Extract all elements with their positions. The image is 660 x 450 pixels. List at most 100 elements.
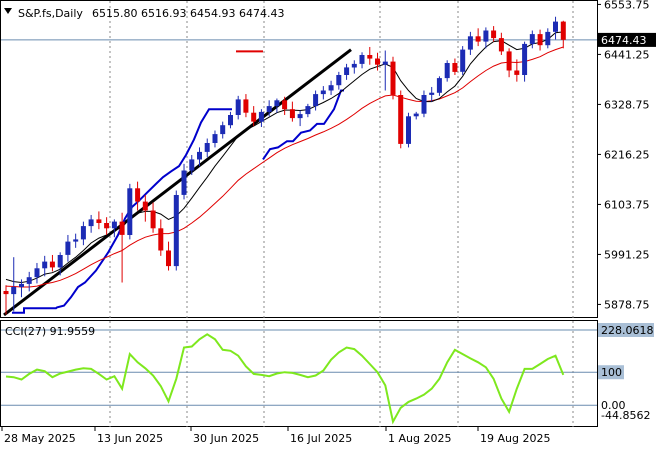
date-label: 1 Aug 2025	[388, 432, 451, 445]
price-tick-label: 5878.75	[604, 298, 650, 311]
trendline-segment	[3, 48, 352, 317]
candle-body	[189, 159, 195, 171]
price-tick-label: 6216.25	[604, 148, 650, 161]
candle-body	[150, 210, 156, 229]
candle-body	[553, 21, 558, 32]
candle-body	[49, 261, 55, 268]
candle-body	[104, 223, 110, 229]
candle-body	[382, 61, 388, 65]
candle-body	[537, 34, 543, 46]
candle-body	[359, 55, 365, 64]
price-tick-label: 5991.25	[604, 248, 650, 261]
current-price-badge: 6474.43	[598, 32, 656, 47]
cci-axis: 228.0618 100 0.00-44.8562	[598, 323, 654, 422]
candle-body	[421, 95, 427, 114]
candle-body	[73, 239, 79, 242]
candle-body	[398, 95, 404, 144]
cci-tick-label: 100	[601, 366, 622, 379]
price-tick-label: 6103.75	[604, 198, 650, 211]
candle-body	[34, 268, 40, 278]
candle-body	[266, 106, 272, 112]
candle-body	[19, 283, 24, 287]
candle-body	[297, 114, 303, 119]
candle-body	[344, 67, 350, 75]
candle-body	[88, 219, 94, 227]
candle-body	[11, 287, 17, 295]
cci-levels	[1, 329, 597, 406]
cci-line	[5, 333, 565, 425]
candle-body	[96, 219, 102, 223]
date-label: 13 Jun 2025	[97, 432, 163, 445]
candle-body	[560, 21, 566, 40]
candle-body	[166, 250, 171, 267]
candle-body	[406, 116, 411, 144]
cci-tick-label: -44.8562	[601, 409, 650, 422]
candle-body	[3, 291, 9, 295]
price-tick-label: 6553.75	[604, 0, 650, 11]
date-label: 30 Jun 2025	[193, 432, 259, 445]
candle-body	[367, 55, 373, 59]
candle-body	[467, 36, 473, 50]
candle-body	[251, 112, 257, 122]
candle-body	[506, 51, 512, 71]
date-label: 19 Aug 2025	[480, 432, 550, 445]
candle-body	[119, 221, 125, 235]
candle-body	[436, 78, 442, 93]
candle-body	[429, 92, 435, 95]
candle-body	[135, 188, 141, 202]
price-axis: 6553.75 6441.25 6328.75 6216.25 6103.75 5991.…	[597, 0, 650, 311]
candle-body	[498, 38, 504, 52]
candle-body	[351, 63, 357, 68]
candle-body	[491, 30, 497, 39]
price-tick-label: 6328.75	[604, 98, 650, 111]
slow-moving-average	[5, 46, 564, 288]
candle-body	[181, 170, 187, 195]
candle-body	[258, 111, 264, 122]
candle-body	[475, 36, 481, 42]
cci-tick-label: 228.0618	[601, 324, 654, 337]
candle-body	[305, 106, 311, 115]
candle-body	[111, 221, 117, 229]
date-label: 28 May 2025	[4, 432, 76, 445]
candle-body	[514, 70, 520, 75]
candle-body	[220, 125, 226, 135]
price-tick-label: 6441.25	[604, 48, 650, 61]
candle-body	[529, 34, 535, 44]
candle-body	[26, 277, 32, 284]
cci-level-badge	[598, 323, 654, 337]
slow-ma-line	[5, 46, 564, 288]
candle-body	[375, 58, 380, 65]
candle-body	[243, 99, 249, 113]
cci-label: CCI(27) 91.9559	[5, 325, 95, 338]
cci-level-badge	[598, 365, 624, 380]
candle-body	[204, 143, 210, 152]
candle-body	[320, 90, 326, 95]
cci-series	[5, 333, 565, 425]
candle-body	[158, 228, 164, 251]
candle-body	[274, 100, 280, 107]
trailing-stop-segment	[262, 89, 344, 160]
candle-body	[413, 113, 419, 117]
current-price-label: 6474.43	[601, 34, 647, 47]
candle-body	[313, 94, 319, 107]
candle-body	[65, 241, 71, 255]
date-label: 16 Jul 2025	[290, 432, 352, 445]
candle-body	[212, 134, 218, 143]
vertical-grid	[109, 1, 574, 427]
ohlc-values: 6515.80 6516.93 6454.93 6474.43	[92, 7, 284, 20]
candle-body	[328, 85, 334, 91]
candle-body	[452, 63, 458, 72]
candle-body	[282, 100, 288, 110]
candlesticks	[3, 16, 566, 315]
candle-body	[460, 49, 466, 72]
candle-body	[142, 201, 148, 211]
candle-body	[42, 261, 48, 269]
trendline	[3, 48, 352, 317]
candle-body	[522, 43, 528, 75]
chart-title: S&P.fs,Daily	[18, 7, 83, 20]
candle-body	[197, 151, 202, 160]
candle-body	[390, 61, 396, 95]
candle-body	[228, 115, 233, 126]
candle-body	[483, 30, 489, 42]
